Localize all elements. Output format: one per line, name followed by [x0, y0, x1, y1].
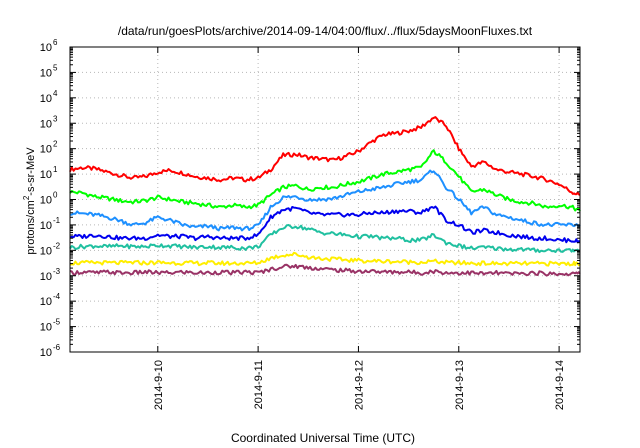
- y-tick-label: 10: [40, 271, 52, 283]
- y-tick-exponent: 1: [53, 165, 58, 174]
- series-line-7: [69, 263, 581, 277]
- y-tick-label: 10: [40, 347, 52, 359]
- series-lines: [69, 116, 581, 277]
- y-tick-exponent: -4: [53, 292, 61, 301]
- y-axis-label: protons/cm2-s-sr-MeV: [22, 147, 37, 255]
- y-tick-label: 10: [40, 245, 52, 257]
- y-tick-exponent: 0: [53, 191, 58, 200]
- y-tick-exponent: -5: [53, 318, 61, 327]
- axis-ticks: 10 -610 -510 -410 -310 -210 -110 010 110 210 310 41…: [40, 38, 580, 410]
- y-tick-label: 10: [40, 67, 52, 79]
- y-tick-exponent: -3: [53, 267, 61, 276]
- y-tick-exponent: 4: [53, 89, 58, 98]
- series-line-2: [69, 149, 581, 212]
- x-tick-label: 2014-9-14: [554, 360, 566, 410]
- series-line-5: [69, 224, 581, 254]
- x-tick-label: 2014-9-12: [353, 360, 365, 410]
- y-tick-label: 10: [40, 93, 52, 105]
- y-tick-exponent: -1: [53, 216, 61, 225]
- y-tick-label: 10: [40, 195, 52, 207]
- y-tick-label: 10: [40, 296, 52, 308]
- series-line-1: [69, 116, 581, 196]
- y-tick-label: 10: [40, 144, 52, 156]
- y-tick-exponent: -6: [53, 343, 61, 352]
- chart-title: /data/run/goesPlots/archive/2014-09-14/0…: [118, 24, 533, 38]
- y-axis-label-sup: 2: [22, 195, 31, 200]
- x-tick-label: 2014-9-11: [253, 360, 265, 409]
- x-tick-label: 2014-9-10: [153, 360, 165, 410]
- y-tick-exponent: 2: [53, 140, 58, 149]
- y-tick-exponent: 3: [53, 114, 58, 123]
- y-tick-exponent: 5: [53, 63, 58, 72]
- series-line-6: [69, 251, 581, 267]
- y-tick-label: 10: [40, 42, 52, 54]
- series-line-3: [69, 169, 581, 232]
- y-tick-label: 10: [40, 118, 52, 130]
- x-tick-label: 2014-9-13: [454, 360, 466, 410]
- y-axis-label-rest: -s-sr-MeV: [25, 147, 37, 196]
- y-tick-exponent: -2: [53, 241, 61, 250]
- y-tick-label: 10: [40, 169, 52, 181]
- y-axis-label-base: protons/cm: [25, 200, 37, 254]
- y-tick-exponent: 6: [53, 38, 58, 47]
- x-axis-label: Coordinated Universal Time (UTC): [231, 431, 415, 445]
- y-tick-label: 10: [40, 220, 52, 232]
- y-tick-label: 10: [40, 322, 52, 334]
- series-line-4: [69, 205, 581, 244]
